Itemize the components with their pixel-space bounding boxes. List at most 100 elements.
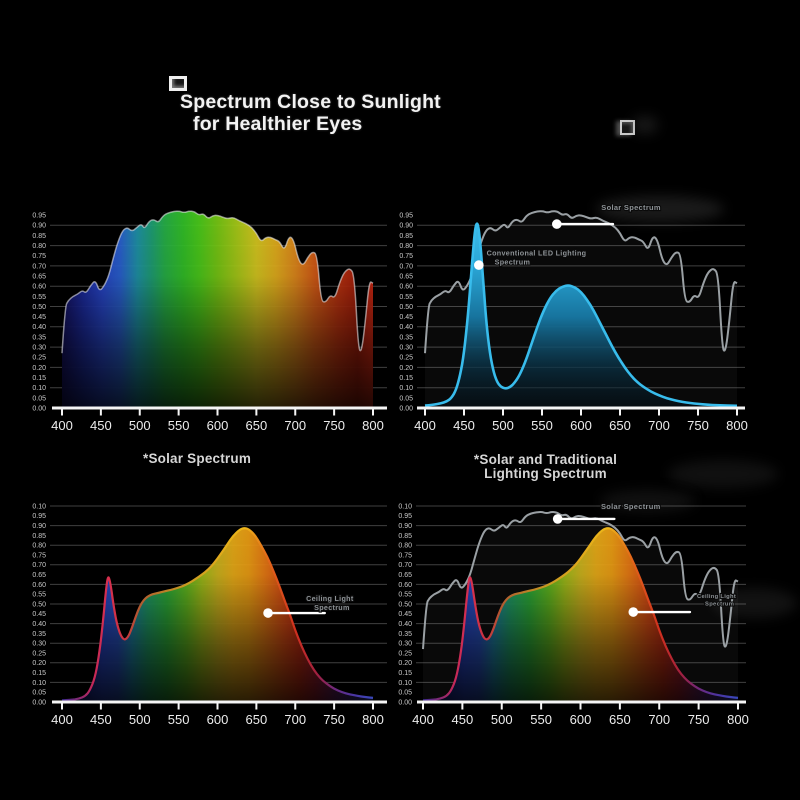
chart-solar-vs-led: 0.95 0.90 0.85 0.80 0.75 0.70 0.65 0.60 0.55 0.50… [399, 202, 748, 433]
x-axis-tick [502, 409, 504, 416]
x-axis-tick-label: 400 [414, 418, 436, 433]
x-axis-tick [294, 409, 297, 416]
x-axis-line [417, 406, 745, 410]
y-axis-tick-label: 0.40 [32, 324, 46, 331]
x-axis-tick-label: 600 [570, 418, 592, 433]
x-axis-tick-label: 550 [168, 418, 190, 433]
caption-right-line1: *Solar and Traditional [473, 452, 618, 467]
x-axis-tick-label: 650 [609, 418, 631, 433]
x-axis-tick [333, 703, 336, 710]
y-axis-tick-label: 0.30 [398, 641, 412, 648]
artifact-square-2 [620, 120, 635, 135]
x-axis-tick [541, 409, 543, 416]
annotation-label: Spectrum [705, 602, 734, 608]
y-axis-tick-label: 0.35 [32, 334, 46, 341]
x-axis-tick [216, 409, 219, 416]
spectrum-outline [61, 527, 374, 702]
spectrum-outline [61, 210, 374, 354]
y-axis-tick-label: 0.25 [32, 650, 46, 657]
y-axis-tick-label: 0.05 [32, 395, 46, 402]
x-axis-tick-label: 500 [129, 712, 151, 727]
y-axis-tick-label: 0.10 [32, 385, 46, 392]
x-axis-tick-label: 600 [207, 418, 229, 433]
y-axis-tick-label: 0.80 [32, 243, 46, 250]
x-axis-tick-label: 450 [90, 712, 112, 727]
annotation-label: Conventional LED Lighting [487, 248, 587, 257]
y-axis-tick-label: 0.90 [398, 523, 412, 530]
y-axis-tick-label: 0.45 [398, 611, 412, 618]
x-axis-tick [737, 703, 739, 710]
y-axis-tick-label: 0.55 [32, 294, 46, 301]
led-spectrum-area [425, 223, 737, 408]
y-axis-tick-label: 0.75 [399, 253, 413, 260]
x-axis-line [52, 406, 387, 410]
x-axis-tick [618, 703, 621, 710]
x-axis-tick-label: 450 [452, 712, 474, 727]
y-axis-tick-label: 0.55 [399, 294, 413, 301]
x-axis-tick-label: 500 [492, 418, 514, 433]
y-axis-tick-label: 0.65 [398, 572, 412, 579]
x-axis-tick-label: 650 [246, 712, 268, 727]
y-axis-tick-label: 0.15 [32, 670, 46, 677]
x-axis-line [52, 700, 387, 704]
y-axis-tick-label: 0.75 [398, 552, 412, 559]
caption-right-line2: Lighting Spectrum [484, 466, 607, 481]
x-axis-tick [500, 703, 503, 710]
x-axis-tick [333, 409, 336, 416]
y-axis-tick-label: 0.90 [32, 523, 46, 530]
y-axis-tick-label: 0.35 [399, 334, 413, 341]
x-axis-tick [461, 703, 464, 710]
x-axis-tick-label: 600 [207, 712, 229, 727]
annotation-label: Ceiling Light [697, 594, 736, 600]
annotation-dot [552, 219, 562, 229]
y-axis-tick-label: 0.60 [398, 582, 412, 589]
x-axis-tick [580, 409, 582, 416]
x-axis-tick [294, 703, 297, 710]
y-axis-tick-label: 0.80 [398, 543, 412, 550]
y-axis-tick-label: 0.25 [399, 355, 413, 362]
x-axis-tick [61, 409, 63, 416]
y-axis-tick-label: 0.40 [399, 324, 413, 331]
y-axis-tick-label: 0.10 [398, 503, 412, 510]
artifact-smudge [632, 116, 658, 134]
y-axis-tick-label: 0.65 [32, 572, 46, 579]
x-axis-tick-label: 750 [323, 712, 345, 727]
chart-solar-vs-ceiling: 0.10 0.95 0.90 0.85 0.80 0.75 0.70 0.65 0.60 0.55… [398, 501, 748, 727]
y-axis-tick-label: 0.10 [32, 503, 46, 510]
x-axis-tick-label: 500 [491, 712, 513, 727]
y-axis-tick-label: 0.70 [399, 263, 413, 270]
x-axis-tick-label: 400 [51, 418, 73, 433]
y-axis-tick-label: 0.20 [399, 365, 413, 372]
y-axis-tick-label: 0.65 [399, 273, 413, 280]
y-axis-tick-label: 0.75 [32, 552, 46, 559]
spectrum-outline [422, 527, 739, 702]
x-axis-tick-label: 800 [362, 418, 384, 433]
caption-solar-and-traditional: *Solar and Traditional Lighting Spectrum [458, 453, 633, 481]
y-axis-tick-label: 0.85 [32, 533, 46, 540]
page-title: Spectrum Close to Sunlight for Healthier… [180, 91, 441, 135]
x-axis-tick-label: 650 [246, 418, 268, 433]
y-axis-tick-label: 0.65 [32, 273, 46, 280]
x-axis-tick [138, 409, 141, 416]
y-axis-tick-label: 0.05 [32, 690, 46, 697]
y-axis-tick-label: 0.30 [32, 345, 46, 352]
annotation-dot [552, 514, 563, 524]
x-axis-tick [579, 703, 582, 710]
y-axis-tick-label: 0.45 [399, 314, 413, 321]
chart-solar-spectrum: 0.95 0.90 0.85 0.80 0.75 0.70 0.65 0.60 0.55 0.50… [32, 210, 387, 433]
artifact-square-1 [169, 76, 187, 91]
x-axis-tick-label: 800 [726, 418, 748, 433]
y-axis-tick-label: 0.80 [32, 543, 46, 550]
y-axis-tick-label: 0.70 [32, 562, 46, 569]
chart-ceiling-light: 0.10 0.95 0.90 0.85 0.80 0.75 0.70 0.65 0.60 0.55… [32, 503, 387, 727]
x-axis-tick [372, 409, 374, 416]
page-title-line2: for Healthier Eyes [193, 113, 363, 135]
y-axis-tick-label: 0.20 [398, 660, 412, 667]
y-axis-tick-label: 0.15 [399, 375, 413, 382]
annotation-label: Spectrum [314, 603, 350, 612]
x-axis-tick-label: 450 [90, 418, 112, 433]
y-axis-tick-label: 0.10 [399, 385, 413, 392]
y-axis-tick-label: 0.30 [32, 641, 46, 648]
y-axis-tick-label: 0.60 [32, 284, 46, 291]
